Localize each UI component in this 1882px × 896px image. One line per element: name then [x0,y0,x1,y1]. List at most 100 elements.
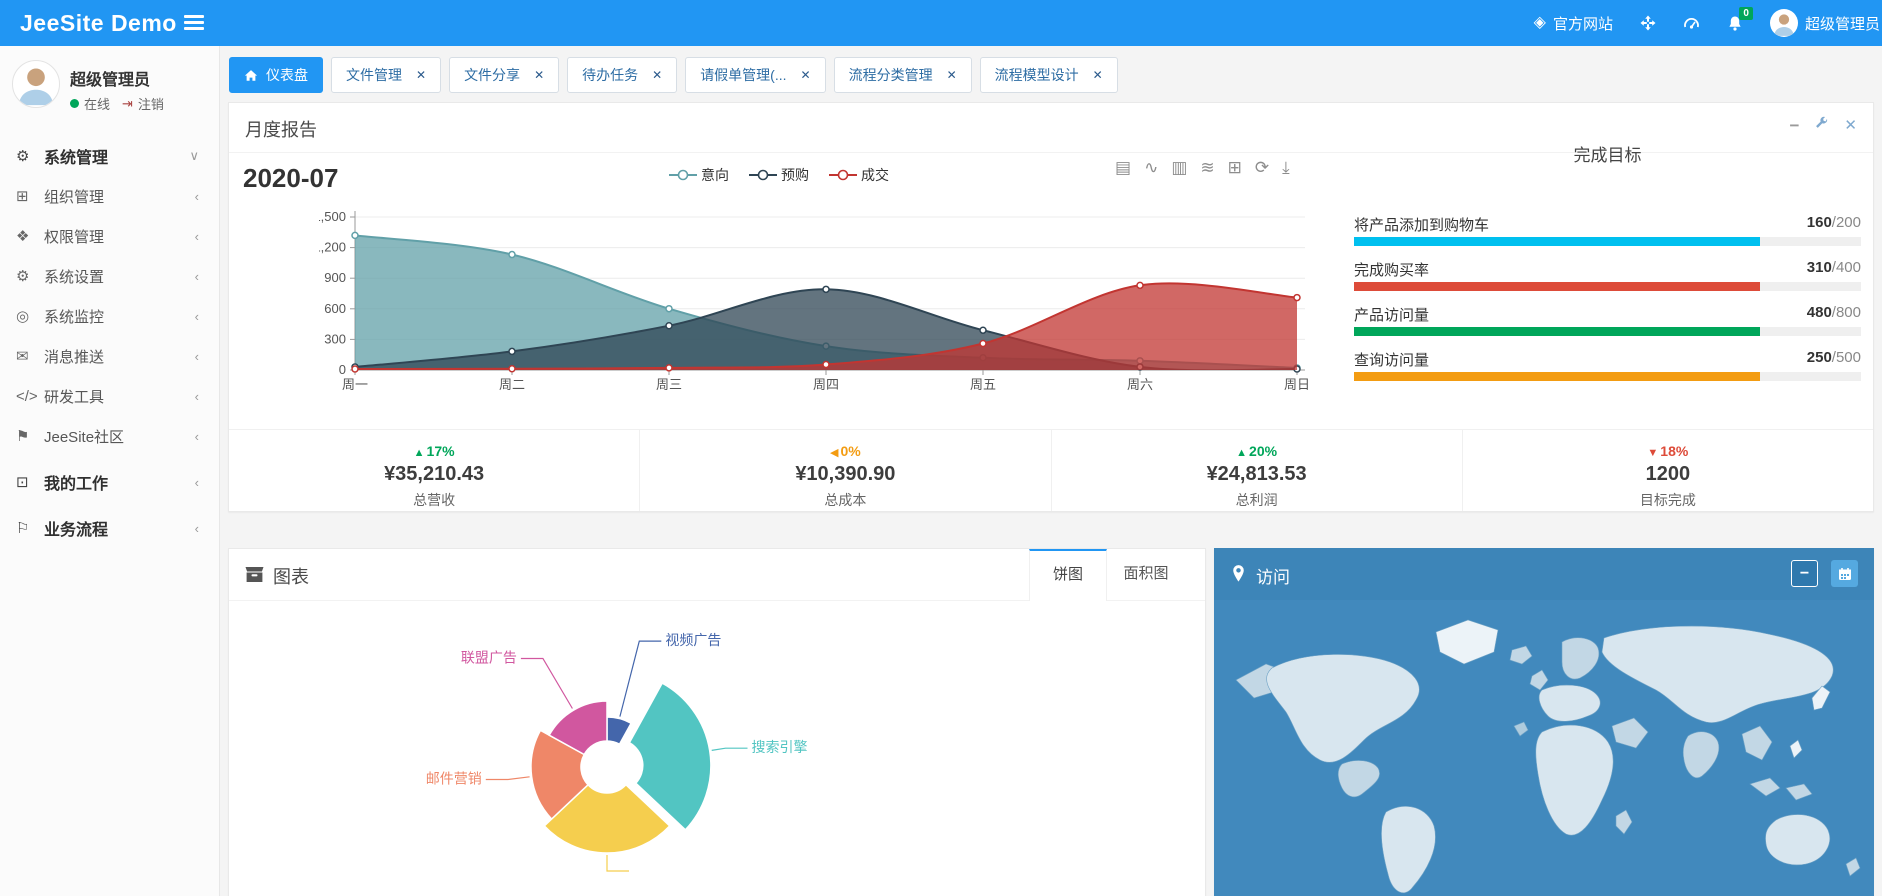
map-region[interactable] [1513,721,1529,737]
map-region[interactable] [1615,809,1633,835]
map-region[interactable] [1601,625,1834,723]
chevron-left-icon: ‹ [194,268,199,284]
save-image-icon[interactable]: ⤓ [1282,158,1290,177]
tab-close-icon[interactable]: ✕ [416,68,427,82]
bell-icon [1729,16,1741,31]
stat-value: 1200 [1645,463,1691,485]
tab[interactable]: 文件分享 ✕ [449,57,560,93]
sidebar-item[interactable]: ❖ 权限管理 ‹ [0,216,219,256]
goal-label: 查询访问量 [1354,352,1430,369]
map-region[interactable] [1529,669,1549,691]
progress-bar-fill [1354,237,1760,246]
pie-slice[interactable] [530,729,590,821]
tab-close-icon[interactable]: ✕ [800,68,811,82]
map-region[interactable] [1785,783,1813,801]
tab-label: 请假单管理(... [700,67,787,83]
tab[interactable]: 待办任务 ✕ [567,57,678,93]
stats-row: ▲ 17% ¥35,210.43 总营收 ◀ 0% ¥10,390.90 总成本 ▲ 20% ¥24… [229,429,1873,511]
goal-label: 将产品添加到购物车 [1354,217,1490,234]
tab[interactable]: 仪表盘 [229,57,323,93]
chart-type-tab[interactable]: 饼图 [1029,549,1107,601]
content-tabbar: 仪表盘 文件管理 ✕ 文件分享 ✕ 待办任务 ✕ 请假单管理(... ✕ 流程分类管理 ✕ 流程模型设… [229,57,1118,93]
legend-item[interactable]: 意向 [669,165,729,185]
tab[interactable]: 流程分类管理 ✕ [833,57,972,93]
tab-label: 流程分类管理 [848,67,933,83]
map-region[interactable] [1789,739,1803,759]
sidebar-item[interactable]: ⚐ 业务流程 ‹ [0,508,219,548]
sidebar-item[interactable]: ⚙ 系统管理 ∨ [0,136,219,176]
map-calendar-button[interactable] [1831,560,1858,587]
svg-text:1,500: 1,500 [319,209,346,224]
svg-text:周五: 周五 [970,377,996,392]
map-region[interactable] [1749,777,1781,797]
map-region[interactable] [1765,814,1830,866]
data-view-icon[interactable]: ▤ [1115,158,1132,177]
pie-slice[interactable] [548,700,608,756]
legend-item[interactable]: 预购 [749,165,809,185]
progress-bar-track [1354,327,1861,336]
sidebar-item-label: 权限管理 [44,228,105,246]
sidebar-username[interactable]: 超级管理员 [70,72,151,89]
official-site-link[interactable]: ◈ 官方网站 [1533,14,1613,33]
sidebar-item[interactable]: ⊞ 组织管理 ‹ [0,176,219,216]
tab[interactable]: 文件管理 ✕ [331,57,442,93]
tiled-icon[interactable]: ⊞ [1227,158,1242,177]
pie-slice[interactable] [628,682,712,831]
bar-chart-icon[interactable]: ▥ [1171,158,1188,177]
restore-icon[interactable]: ⟳ [1254,158,1270,177]
map-region[interactable] [1266,654,1420,763]
map-zoom-out-button[interactable]: − [1791,560,1818,587]
map-region[interactable] [1535,724,1614,836]
stat-delta: ◀ 0% [830,443,861,459]
svg-text:周一: 周一 [342,377,368,392]
pie-slice[interactable] [543,783,671,854]
fullscreen-button[interactable] [1640,15,1656,31]
map-region[interactable] [1435,619,1499,665]
hamburger-menu-icon[interactable] [184,15,204,31]
line-chart-icon[interactable]: ∿ [1144,158,1159,177]
user-avatar[interactable] [12,60,60,108]
sidebar-item[interactable]: ✉ 消息推送 ‹ [0,336,219,376]
chevron-left-icon: ‹ [194,228,199,244]
panel-tools: − ✕ [1789,116,1857,134]
wrench-icon[interactable] [1814,116,1829,134]
sidebar-item[interactable]: ⚙ 系统设置 ‹ [0,256,219,296]
tab-close-icon[interactable]: ✕ [534,68,545,82]
tab[interactable]: 请假单管理(... ✕ [685,57,826,93]
progress-bar-fill [1354,282,1760,291]
collapse-icon[interactable]: − [1789,115,1800,135]
tab-close-icon[interactable]: ✕ [652,68,663,82]
username-label: 超级管理员 [1804,15,1880,33]
brand-logo[interactable]: JeeSite Demo [20,10,177,36]
map-region[interactable] [1845,857,1861,877]
chart-type-tab[interactable]: 面积图 [1123,565,1169,582]
chevron-left-icon: ‹ [194,348,199,364]
sidebar-item[interactable]: ⚑ JeeSite社区 ‹ [0,416,219,456]
stack-icon[interactable]: ≋ [1200,158,1215,177]
sidebar-item[interactable]: ◎ 系统监控 ‹ [0,296,219,336]
sidebar-item-label: JeeSite社区 [44,428,125,446]
user-menu[interactable]: 超级管理员 [1769,9,1880,37]
map-region[interactable] [1611,717,1649,749]
logout-link[interactable]: 注销 [137,97,164,112]
map-region[interactable] [1337,760,1380,798]
tab-label: 待办任务 [582,67,639,83]
tab[interactable]: 流程模型设计 ✕ [979,57,1118,93]
home-icon [244,69,258,82]
tab-close-icon[interactable]: ✕ [1092,68,1103,82]
map-region[interactable] [1381,805,1436,894]
sidebar-item[interactable]: ⊡ 我的工作 ‹ [0,462,219,502]
map-region[interactable] [1561,637,1600,680]
map-region[interactable] [1682,731,1720,779]
close-icon[interactable]: ✕ [1844,116,1857,134]
pie-slice[interactable] [606,716,633,746]
dashboard-gauge-button[interactable] [1683,15,1700,31]
tab-close-icon[interactable]: ✕ [946,68,957,82]
map-region[interactable] [1811,685,1831,711]
notifications-button[interactable]: 0 [1727,6,1753,32]
map-region[interactable] [1509,645,1533,665]
legend-item[interactable]: 成交 [829,165,889,185]
map-region[interactable] [1538,684,1601,722]
map-region[interactable] [1741,725,1773,761]
sidebar-item[interactable]: </> 研发工具 ‹ [0,376,219,416]
